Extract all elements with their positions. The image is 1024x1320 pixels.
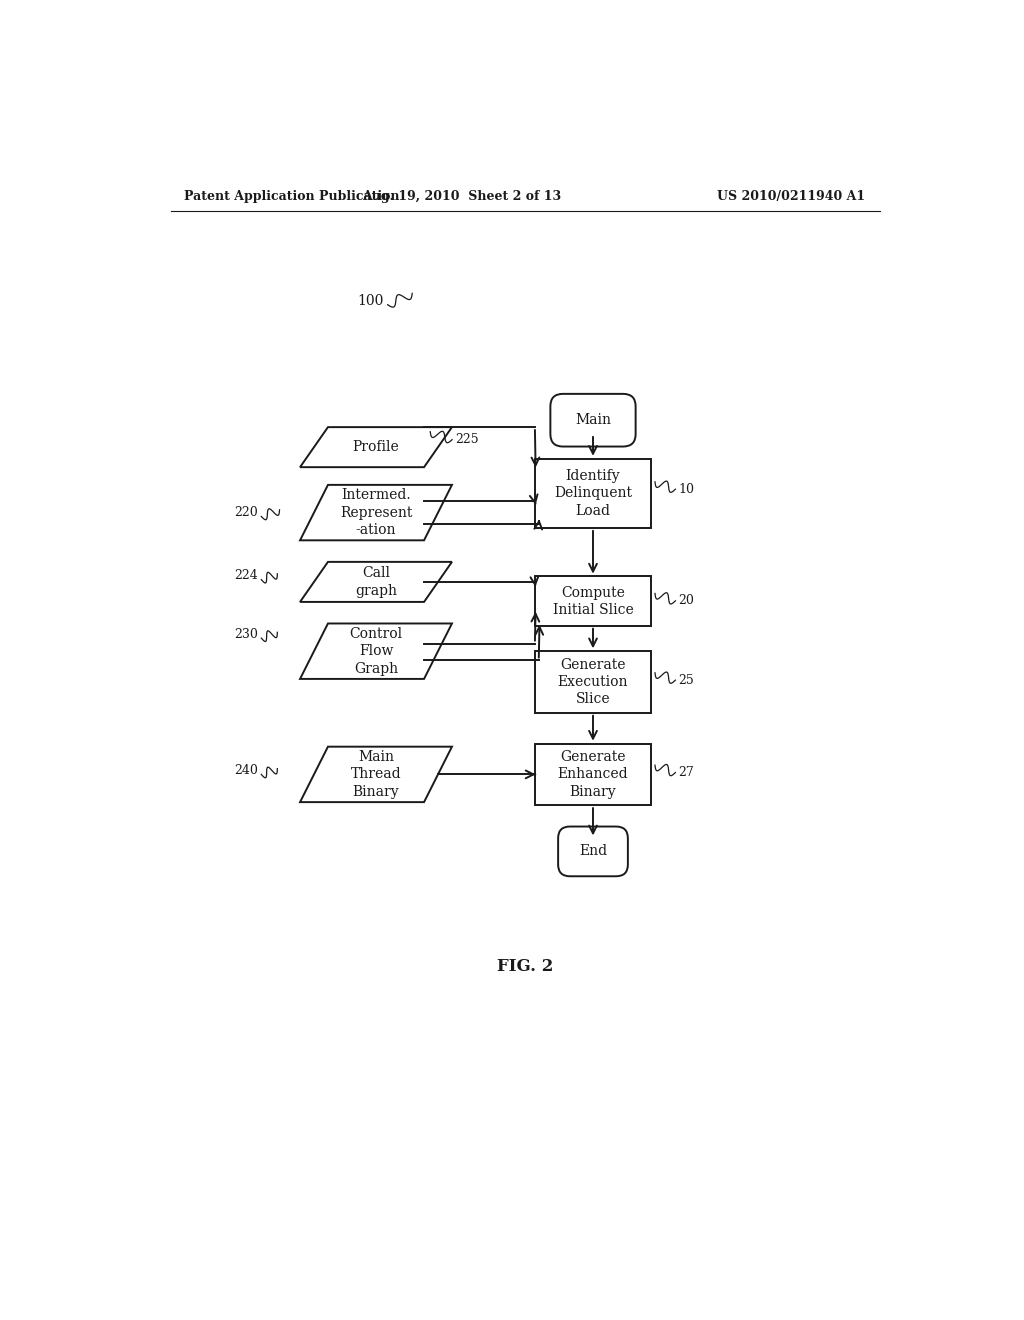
Text: 224: 224 — [234, 569, 258, 582]
Text: US 2010/0211940 A1: US 2010/0211940 A1 — [717, 190, 865, 203]
Text: Intermed.
Represent
-ation: Intermed. Represent -ation — [340, 488, 413, 537]
Text: Control
Flow
Graph: Control Flow Graph — [349, 627, 402, 676]
Polygon shape — [300, 623, 452, 678]
Text: Generate
Enhanced
Binary: Generate Enhanced Binary — [558, 750, 629, 799]
Text: Profile: Profile — [352, 440, 399, 454]
Bar — [535, 576, 651, 626]
Text: Patent Application Publication: Patent Application Publication — [183, 190, 399, 203]
Text: Compute
Initial Slice: Compute Initial Slice — [553, 586, 634, 616]
Text: 240: 240 — [234, 764, 258, 777]
FancyBboxPatch shape — [558, 826, 628, 876]
Text: Main
Thread
Binary: Main Thread Binary — [350, 750, 401, 799]
Text: Main: Main — [575, 413, 611, 428]
Bar — [535, 459, 651, 528]
Text: 10: 10 — [679, 483, 694, 496]
Text: End: End — [579, 845, 607, 858]
Text: Generate
Execution
Slice: Generate Execution Slice — [558, 657, 629, 706]
Text: 225: 225 — [456, 433, 479, 446]
Text: Aug. 19, 2010  Sheet 2 of 13: Aug. 19, 2010 Sheet 2 of 13 — [361, 190, 561, 203]
Polygon shape — [300, 562, 452, 602]
Text: 220: 220 — [234, 506, 258, 519]
Text: 27: 27 — [679, 766, 694, 779]
Polygon shape — [300, 747, 452, 803]
Text: 230: 230 — [234, 628, 258, 640]
Text: 20: 20 — [679, 594, 694, 607]
Text: 100: 100 — [357, 294, 384, 308]
Text: 25: 25 — [679, 673, 694, 686]
Bar — [535, 743, 651, 805]
Polygon shape — [300, 428, 452, 467]
Text: FIG. 2: FIG. 2 — [497, 958, 553, 975]
Text: Call
graph: Call graph — [355, 566, 397, 598]
Bar — [535, 651, 651, 713]
Polygon shape — [300, 484, 452, 540]
Text: Identify
Delinquent
Load: Identify Delinquent Load — [554, 469, 632, 517]
FancyBboxPatch shape — [550, 393, 636, 446]
